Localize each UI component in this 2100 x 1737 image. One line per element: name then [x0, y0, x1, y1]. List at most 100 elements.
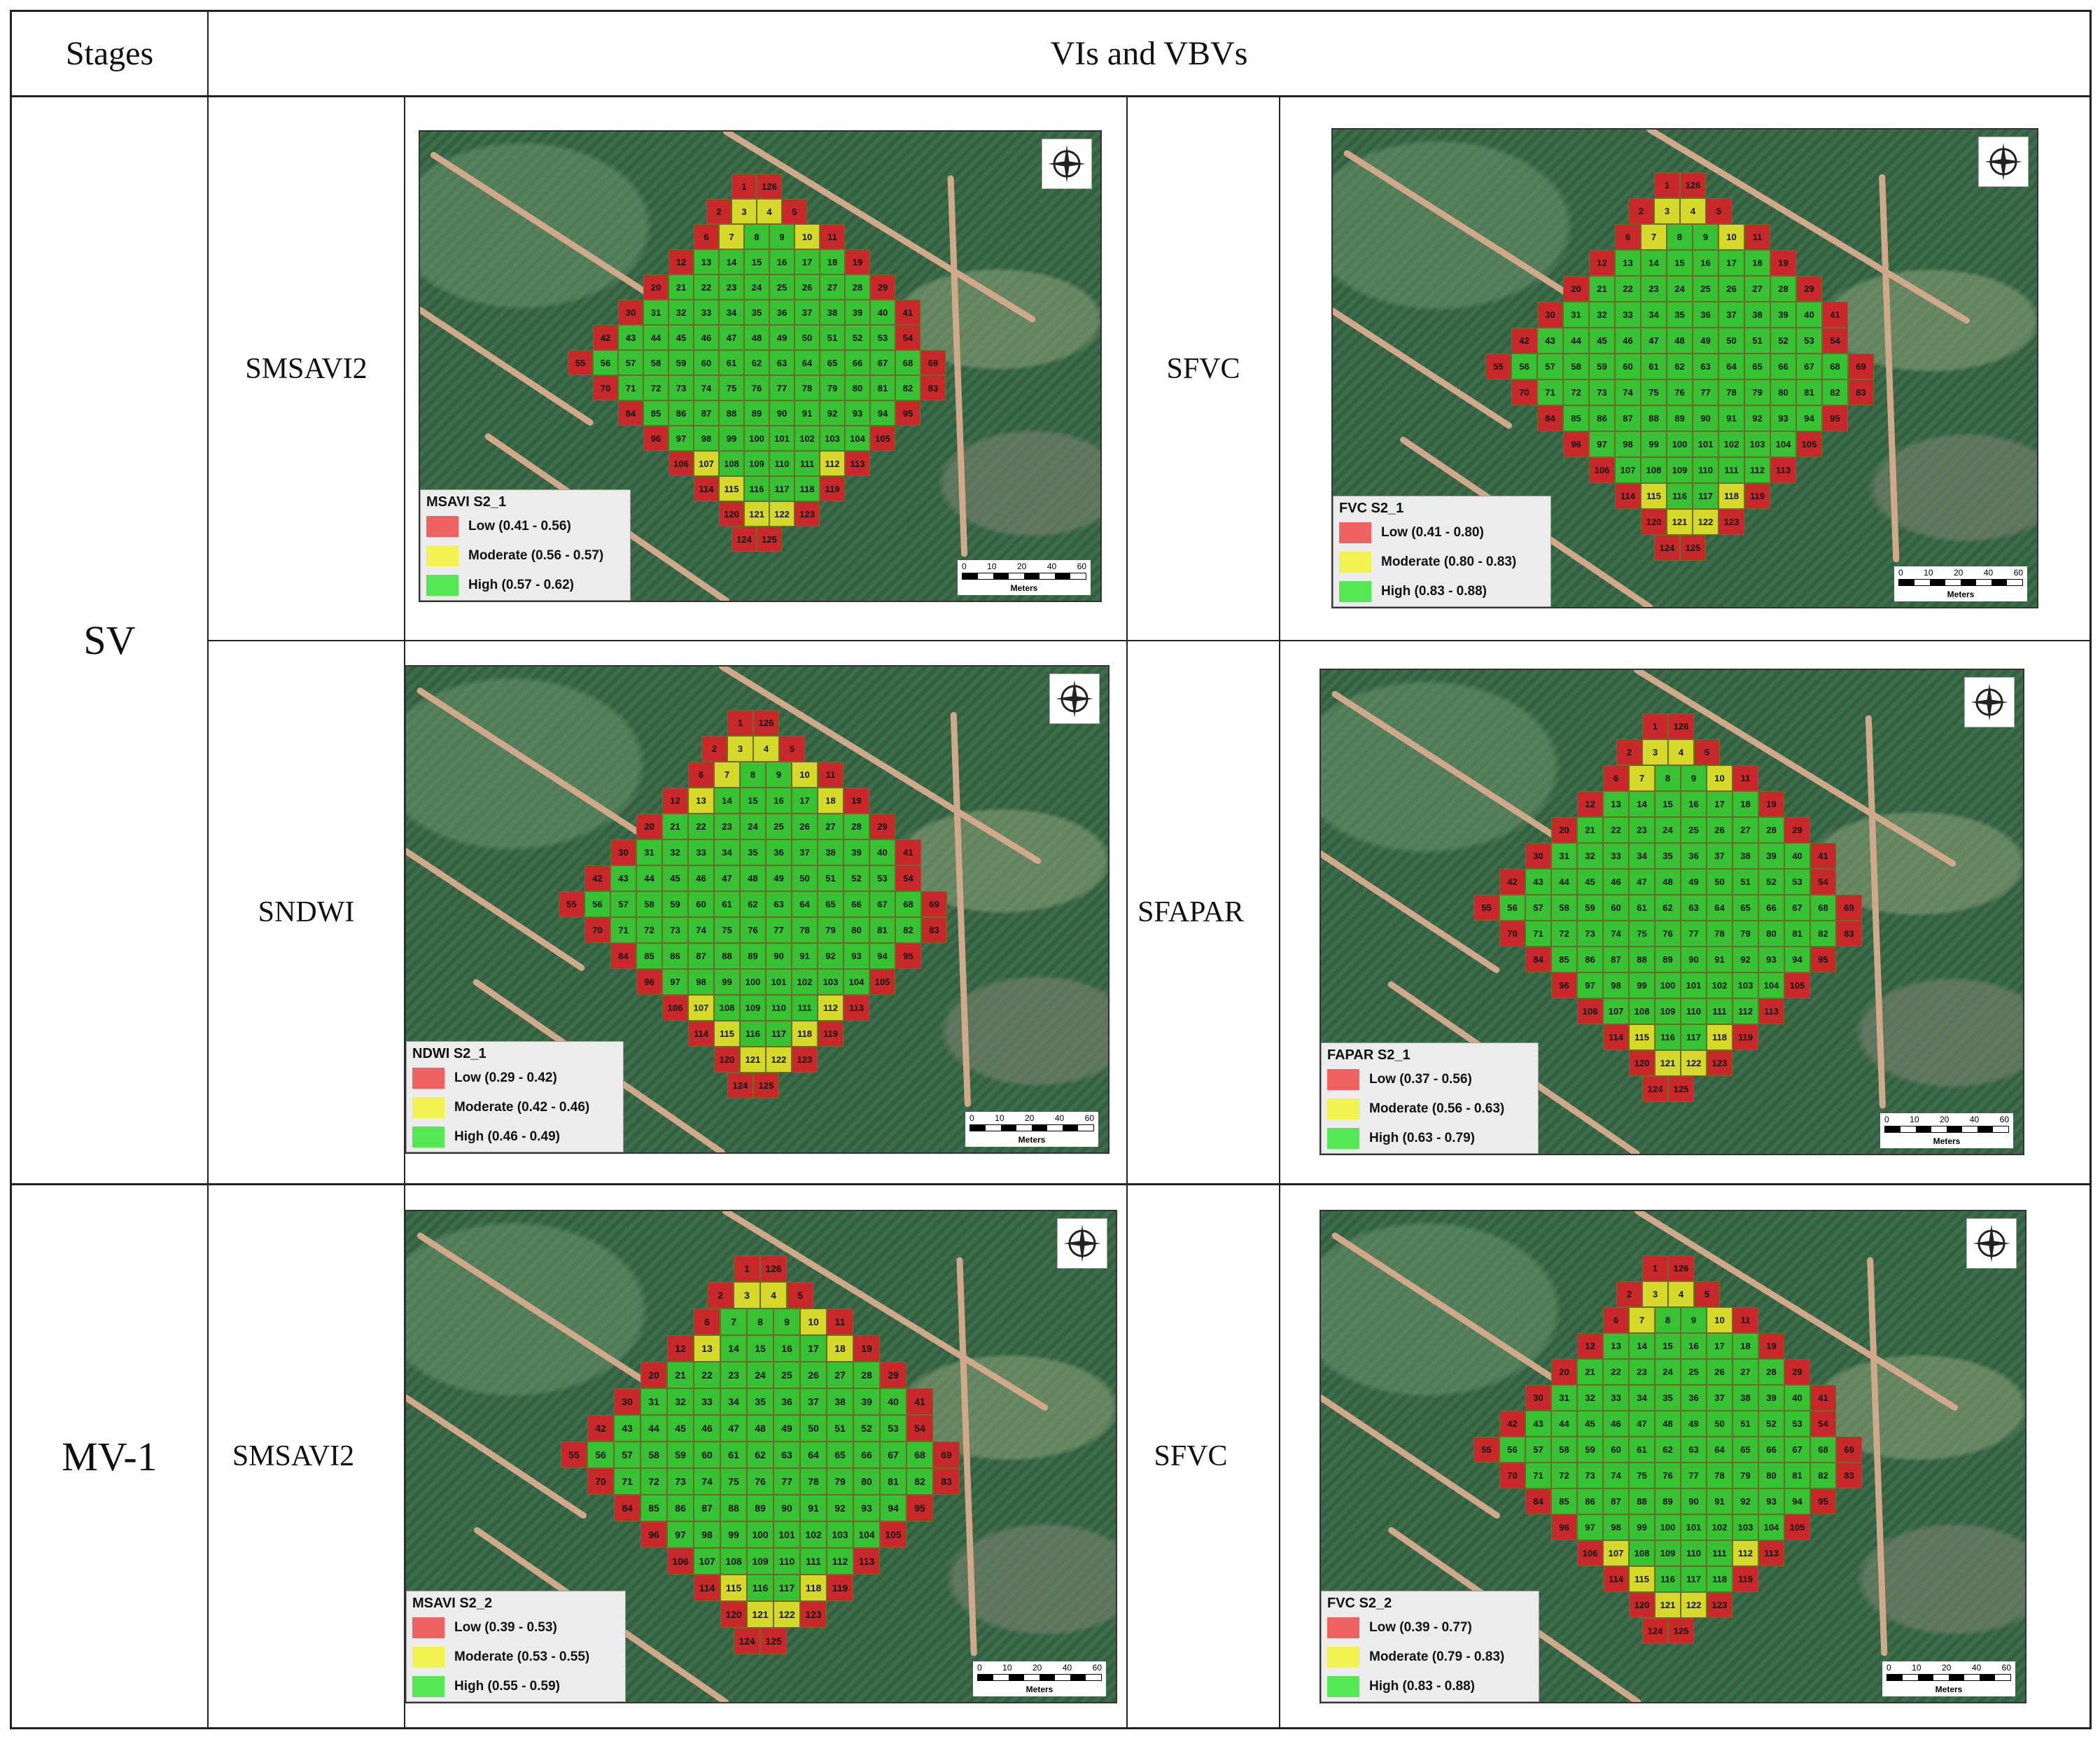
plot-cell: 117	[769, 476, 794, 501]
plot-cell: 56	[584, 891, 610, 917]
plot-cell: 19	[853, 1335, 880, 1362]
plot-cell: 15	[744, 249, 769, 274]
plot-cell: 20	[640, 1362, 667, 1388]
plot-cell: 76	[744, 375, 769, 400]
plot-cell: 79	[1732, 921, 1758, 947]
plot-cell: 82	[895, 375, 920, 400]
plot-cell: 50	[1707, 1411, 1732, 1437]
legend-title: MSAVI S2_1	[426, 494, 507, 510]
plot-cell: 57	[1525, 895, 1551, 921]
plot-cell: 46	[688, 865, 714, 891]
plot-cell: 54	[895, 325, 920, 350]
plot-cell: 86	[667, 1495, 694, 1521]
plot-cell: 94	[1784, 1488, 1810, 1514]
plot-cell: 14	[719, 249, 744, 274]
plot-cell: 72	[1563, 379, 1589, 405]
plot-cell: 59	[667, 1442, 694, 1468]
plot-cell: 41	[1822, 302, 1848, 328]
plot-cell: 53	[870, 325, 895, 350]
plot-cell: 29	[869, 814, 895, 839]
plot-cell: 74	[694, 1468, 720, 1495]
plot-cell: 77	[766, 917, 792, 943]
scale-tick: 60	[2001, 1663, 2011, 1673]
legend-swatch	[1327, 1098, 1359, 1119]
plot-cell: 57	[614, 1442, 640, 1468]
scale-bar-graphic	[1884, 1126, 2009, 1133]
plot-cell: 92	[1732, 947, 1758, 972]
plot-cell: 8	[740, 762, 766, 788]
plot-cell: 11	[827, 1309, 853, 1335]
plot-cell: 125	[1668, 1618, 1694, 1644]
plot-cell: 67	[1796, 354, 1822, 379]
plot-cell: 33	[1615, 302, 1641, 328]
plot-cell: 69	[1836, 1437, 1862, 1463]
plot-cell: 70	[593, 375, 618, 400]
scale-tick: 0	[1884, 1115, 1889, 1124]
plot-cell: 111	[794, 451, 820, 476]
legend-item-moderate: Moderate (0.42 - 0.46)	[407, 1093, 623, 1122]
plot-cell: 10	[794, 224, 820, 249]
north-arrow-icon	[1966, 1218, 2017, 1269]
plot-cell: 6	[694, 224, 719, 249]
plot-cell: 38	[818, 839, 844, 865]
plot-cell: 102	[794, 426, 820, 451]
legend-label: High (0.46 - 0.49)	[454, 1129, 560, 1144]
map-fvc-s2-1: 1 126 2 3 4 5 6 7 8 9 10 11 12 13 14 15 16 17 18 19 20 21 22 23…	[1331, 128, 2038, 608]
plot-cell: 88	[1629, 947, 1655, 972]
plot-cell: 34	[1629, 843, 1655, 869]
plot-cell: 26	[794, 274, 820, 300]
plot-cell: 20	[1563, 276, 1589, 302]
plot-cell: 109	[1655, 1540, 1681, 1566]
legend-item-low: Low (0.41 - 0.80)	[1334, 518, 1550, 547]
plot-cell: 67	[869, 891, 895, 917]
plot-cell: 126	[753, 710, 779, 736]
plot-cell: 110	[766, 995, 792, 1021]
plot-cell: 108	[719, 451, 744, 476]
plot-cell: 16	[766, 788, 792, 814]
plot-cell: 98	[1615, 431, 1641, 457]
plot-cell: 11	[1732, 1307, 1758, 1333]
plot-cell: 63	[766, 891, 792, 917]
legend-swatch	[1327, 1128, 1359, 1149]
plot-cell: 81	[1784, 1463, 1810, 1488]
road-line	[1633, 670, 1956, 867]
plot-cell: 22	[694, 1362, 720, 1388]
plot-cell: 116	[1667, 483, 1693, 509]
plot-cell: 2	[1616, 739, 1642, 765]
scale-tick: 40	[1046, 561, 1057, 571]
plot-cell: 112	[820, 451, 845, 476]
plot-cell: 38	[1732, 1385, 1758, 1411]
plot-cell: 106	[668, 451, 694, 476]
plot-cell: 121	[1655, 1050, 1681, 1076]
plot-cell: 7	[1629, 1307, 1655, 1333]
north-arrow-icon	[1049, 674, 1100, 724]
plot-cell: 124	[732, 526, 757, 552]
plot-cell: 82	[1822, 379, 1848, 405]
plot-cell: 73	[1589, 379, 1615, 405]
plot-cell: 100	[1655, 972, 1681, 998]
plot-cell: 120	[1641, 509, 1667, 535]
plot-cell: 54	[895, 865, 921, 891]
scale-bar: 0 10 20 40 60 Meters	[1894, 566, 2027, 601]
plot-cell: 43	[618, 325, 643, 350]
plot-cell: 79	[827, 1468, 853, 1495]
plot-cell: 31	[1563, 302, 1589, 328]
plot-cell: 65	[820, 350, 845, 375]
plot-cell: 34	[1641, 302, 1667, 328]
plot-cell: 62	[1655, 1437, 1681, 1463]
plot-cell: 116	[744, 476, 769, 501]
legend-swatch	[426, 545, 458, 566]
plot-cell: 28	[853, 1362, 880, 1388]
plot-cell: 35	[747, 1388, 774, 1415]
plot-cell: 70	[1499, 921, 1525, 947]
road-line	[406, 848, 585, 971]
plot-cell: 119	[827, 1575, 853, 1601]
plot-cell: 82	[906, 1468, 933, 1495]
plot-cell: 90	[1681, 947, 1707, 972]
plot-cell: 71	[610, 917, 636, 943]
legend-label: Moderate (0.42 - 0.46)	[454, 1100, 590, 1115]
plot-cell: 110	[1681, 1540, 1707, 1566]
plot-cell: 51	[1732, 1411, 1758, 1437]
plot-cell: 59	[1577, 895, 1603, 921]
